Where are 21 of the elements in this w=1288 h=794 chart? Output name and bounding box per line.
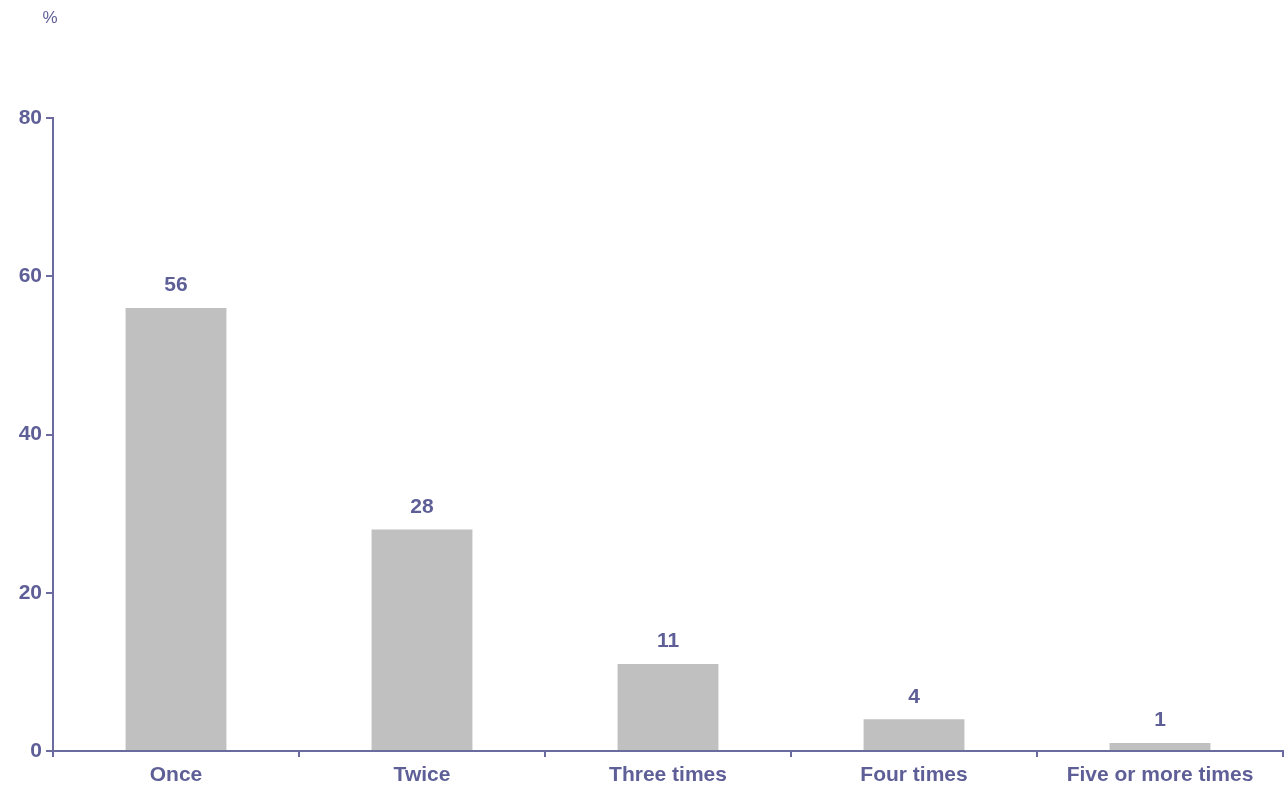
y-tick-label: 40 xyxy=(18,421,42,445)
x-tick-label: Four times xyxy=(860,762,968,786)
x-tick-label: Twice xyxy=(393,762,451,786)
y-tick-label: 0 xyxy=(30,737,42,761)
x-tick-label: Once xyxy=(149,762,203,786)
y-tick-label: 60 xyxy=(18,263,42,287)
bar xyxy=(863,719,965,750)
bar xyxy=(371,529,473,750)
data-label: 28 xyxy=(410,493,434,517)
y-axis-title: % xyxy=(42,8,58,28)
data-label: 4 xyxy=(908,683,921,707)
data-label: 11 xyxy=(656,628,680,652)
x-tick-label: Five or more times xyxy=(1066,762,1254,786)
bar xyxy=(125,307,227,750)
bar xyxy=(617,663,719,750)
data-label: 56 xyxy=(164,272,188,296)
bar xyxy=(1109,743,1211,750)
data-label: 1 xyxy=(1154,707,1167,731)
y-tick-label: 20 xyxy=(18,579,42,603)
x-tick-label: Three times xyxy=(609,762,727,786)
y-tick-label: 80 xyxy=(18,104,42,128)
